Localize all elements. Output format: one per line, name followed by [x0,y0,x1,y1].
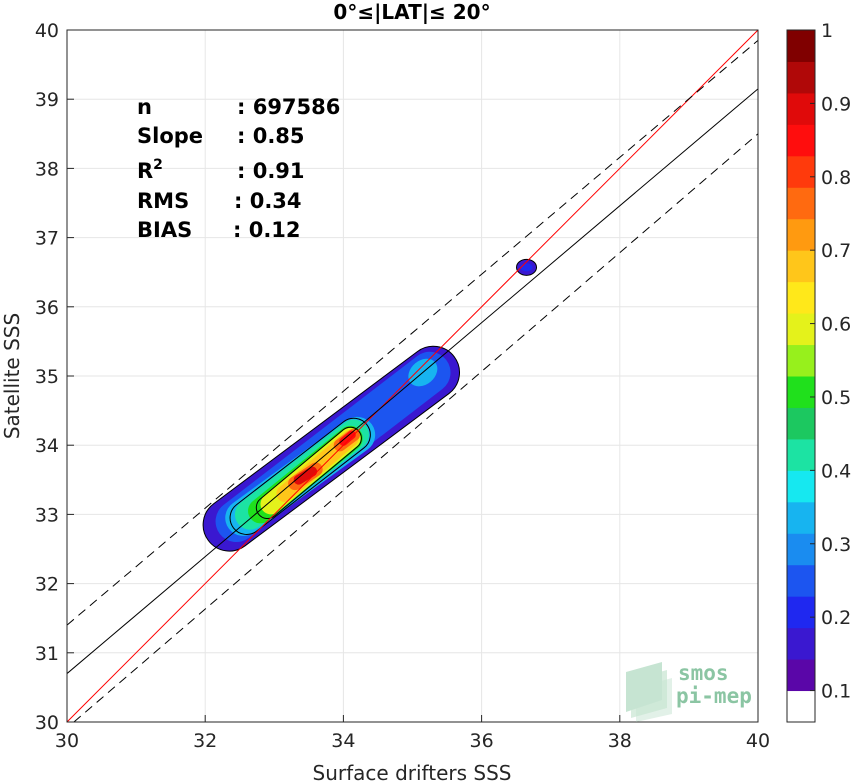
y-tick-label: 39 [35,89,59,111]
line-fit_upper [67,39,758,626]
y-tick-label: 32 [35,574,59,596]
colorbar-tick-label: 0.5 [821,387,851,409]
colorbar-segment [787,313,815,346]
y-tick-label: 38 [35,158,59,180]
x-axis-label: Surface drifters SSS [313,761,512,784]
colorbar-segment [787,596,815,629]
y-tick-label: 30 [35,712,59,734]
y-tick-label: 33 [35,504,59,526]
stat-value: : 697586 [237,95,340,119]
y-tick-labels: 30 31 32 33 34 35 36 37 38 39 40 [35,20,59,734]
colorbar-segment [787,61,815,94]
colorbar-segment [787,564,815,597]
stat-label: BIAS [137,218,192,242]
line-fit [67,88,758,674]
colorbar-segment [787,376,815,408]
colorbar-frame [786,29,816,723]
colorbar-tick-label: 0.4 [821,460,851,482]
reference-lines [67,30,758,722]
colorbar-segment [787,30,815,62]
plot-frame [66,29,759,723]
colorbar-segment [787,407,815,440]
colorbar-tick-label: 0.9 [821,93,851,115]
y-axis-label: Satellite SSS [0,313,24,439]
smos-pi-mep-logo: smos pi-mep [626,661,752,722]
y-tick-label: 35 [35,366,59,388]
stat-value: : 0.12 [233,218,301,242]
stat-label: RMS [137,189,189,213]
y-tick-label: 31 [35,643,59,665]
colorbar-segment [787,281,815,314]
colorbar: 0.1 0.2 0.3 0.4 0.5 0.6 0.7 0.8 0.9 1 [786,20,851,723]
y-tick-label: 34 [35,435,59,457]
stat-label: n [137,95,152,119]
colorbar-segment [787,627,815,660]
contour-outline [229,417,371,535]
contour-band [339,430,356,446]
stat-value: : 0.91 [237,159,305,183]
colorbar-segment [787,155,815,188]
contour-band [520,263,533,272]
colorbar-segment [787,438,815,471]
colorbar-tick-label: 1 [821,20,833,42]
y-tick-label: 36 [35,297,59,319]
y-tick-label: 37 [35,228,59,250]
contour-outline [202,345,460,552]
colorbar-segment [787,250,815,283]
chart-title: 0°≤|LAT|≤ 20° [333,0,490,24]
colorbar-tick-label: 0.3 [821,534,851,556]
colorbar-segment [787,659,815,692]
colorbar-segment [787,501,815,534]
x-tick-label: 32 [193,730,217,752]
colorbar-segment [787,124,815,157]
colorbar-segment [787,533,815,566]
colorbar-tick-label: 0.8 [821,167,851,189]
colorbar-segment [787,470,815,503]
x-tick-label: 38 [608,730,632,752]
logo-text-smos: smos [678,661,729,685]
x-tick-labels: 30 32 34 36 38 40 [55,730,770,752]
colorbar-segment [787,187,815,220]
x-tick-label: 40 [746,730,770,752]
line-identity [67,30,758,722]
colorbar-tick-label: 0.2 [821,607,851,629]
colorbar-tick-label: 0.1 [821,681,851,703]
colorbar-tick-label: 0.6 [821,314,851,336]
stat-value: : 0.34 [234,189,302,213]
contour-band [293,466,318,485]
contour-outline [255,426,362,520]
logo-text-pimep: pi-mep [676,684,752,708]
x-tick-label: 30 [55,730,79,752]
stat-label: Slope [137,124,203,148]
colorbar-segment [787,690,815,723]
y-tick-label: 40 [35,20,59,42]
line-fit_lower [73,133,758,722]
stat-value: : 0.85 [237,124,305,148]
colorbar-segment [787,218,815,251]
colorbar-tick-label: 0.7 [821,240,851,262]
x-tick-label: 34 [331,730,355,752]
colorbar-segment [787,344,815,377]
logo-waves-icon [626,662,672,722]
colorbar-segment [787,92,815,125]
x-tick-label: 36 [470,730,494,752]
